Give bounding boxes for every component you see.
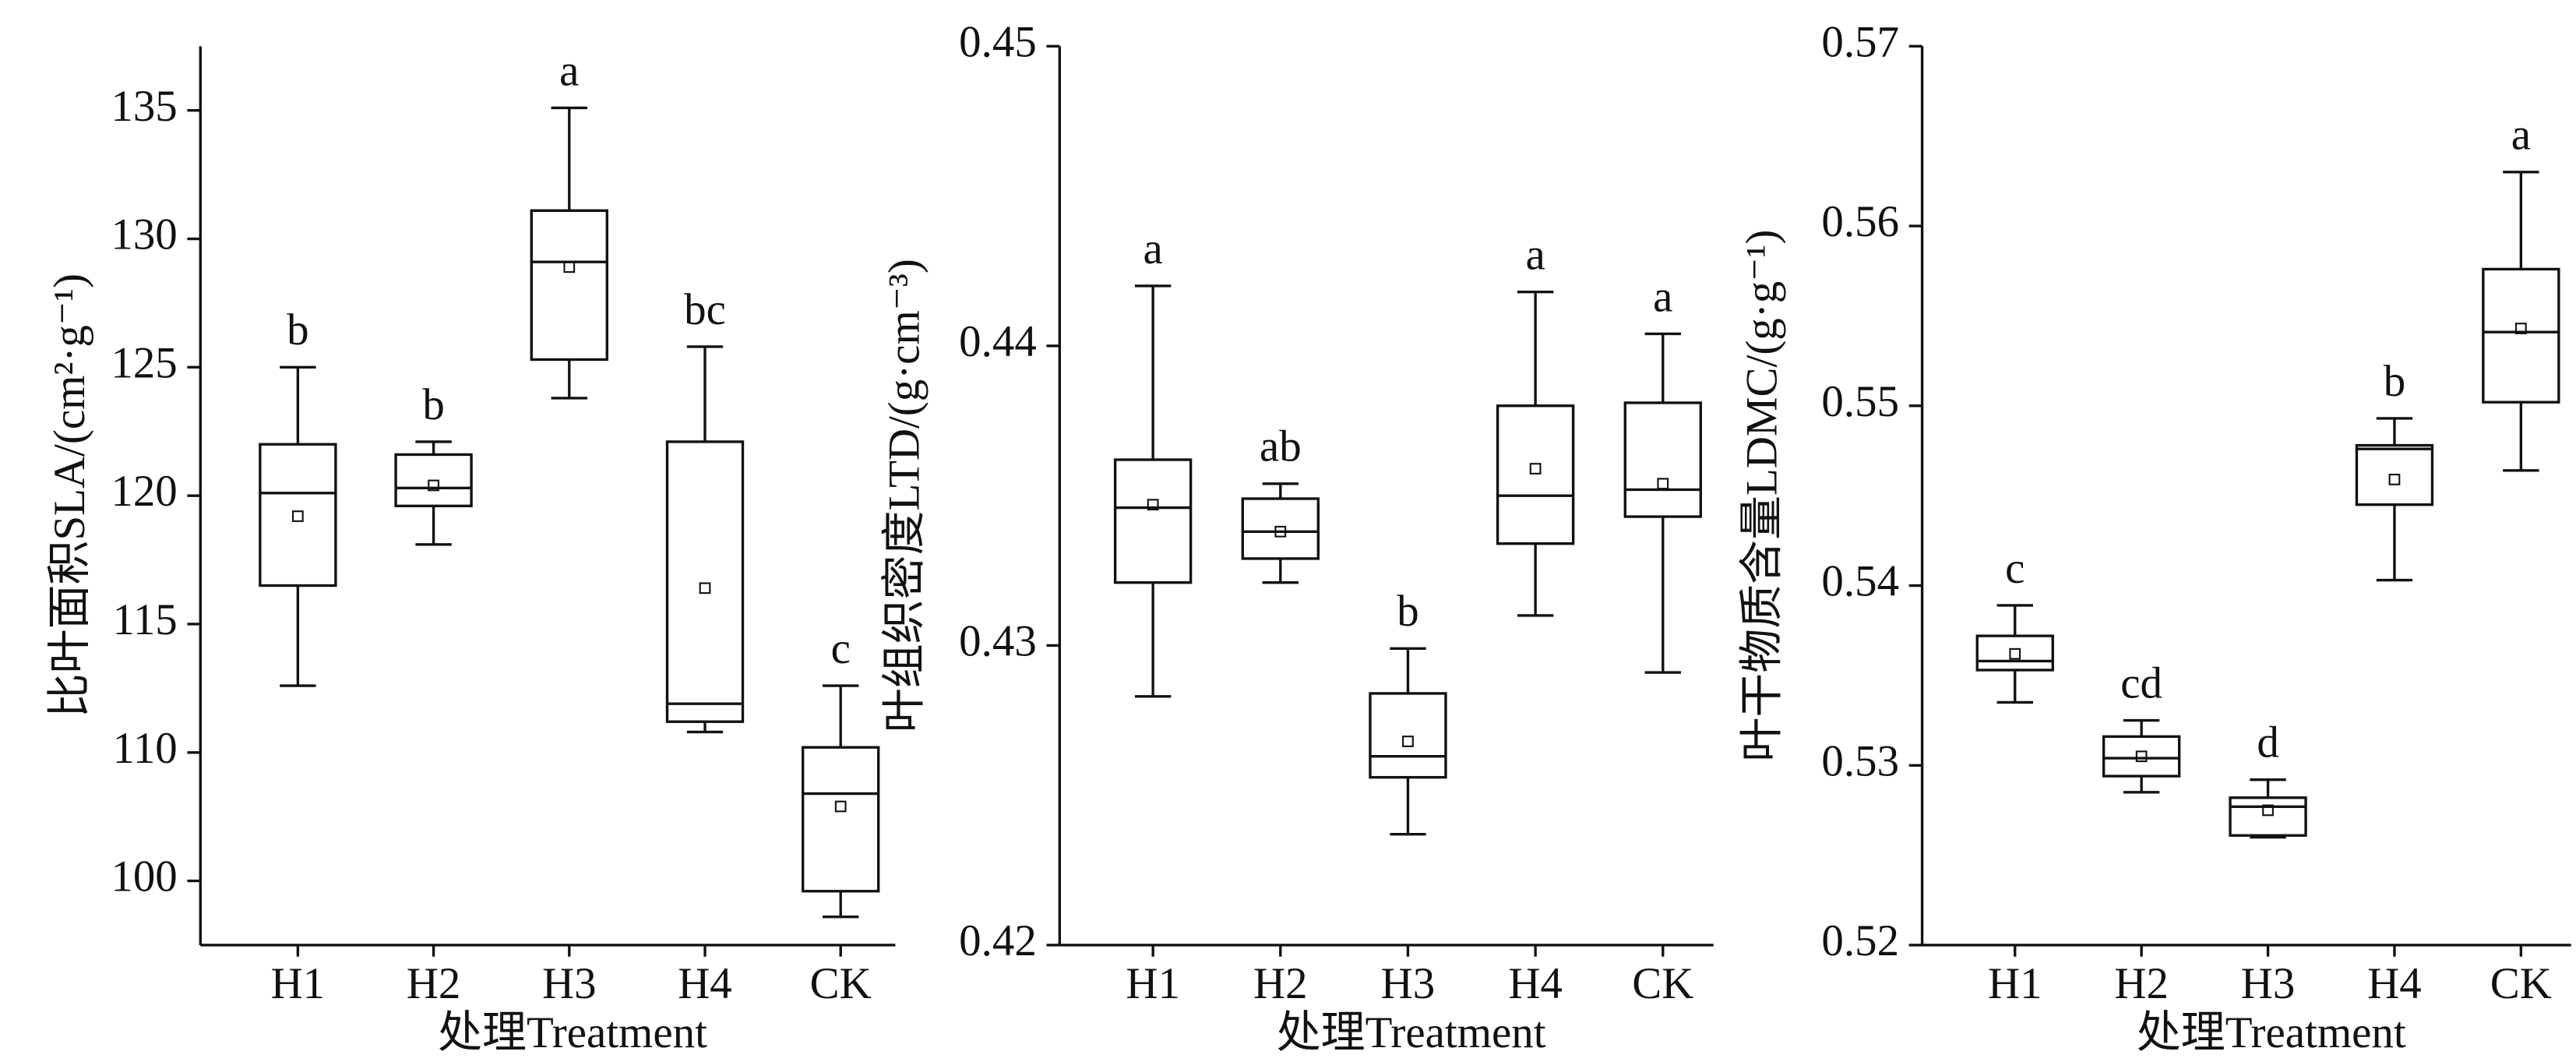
x-tick-label: H1 (1988, 959, 2042, 1008)
y-tick-label: 0.55 (1821, 377, 1899, 426)
x-tick-label: H2 (1253, 959, 1308, 1008)
mean-marker (1657, 478, 1669, 490)
group-label: d (2257, 718, 2278, 767)
x-tick-label: H3 (542, 959, 597, 1008)
group-label: cd (2120, 658, 2162, 707)
mean-marker (2135, 750, 2148, 763)
x-axis-label: 处理Treatment (1277, 1008, 1546, 1057)
mean-marker (428, 479, 439, 492)
x-tick-label: H1 (1126, 959, 1180, 1008)
box (1369, 692, 1447, 779)
mean-marker (1529, 463, 1542, 475)
y-tick-label: 0.56 (1821, 197, 1899, 246)
mean-marker (1402, 736, 1414, 747)
group-label: b (422, 380, 444, 429)
y-tick-label: 120 (111, 467, 177, 516)
box (1113, 458, 1193, 584)
box (1496, 404, 1575, 545)
x-tick-label: H3 (1381, 959, 1436, 1008)
x-tick-label: H4 (1508, 959, 1563, 1008)
y-tick-label: 110 (112, 724, 177, 773)
y-tick-label: 100 (111, 852, 177, 901)
group-label: c (831, 624, 851, 673)
x-tick-label: H2 (407, 959, 461, 1008)
group-label: b (1397, 587, 1418, 636)
mean-marker (2009, 647, 2021, 660)
x-tick-label: H2 (2114, 959, 2169, 1008)
y-tick-label: 0.45 (959, 17, 1037, 66)
y-tick-label: 0.43 (959, 616, 1037, 665)
group-label: a (559, 46, 579, 95)
y-tick-label: 115 (112, 595, 177, 644)
box (2229, 796, 2307, 837)
group-label: a (2511, 111, 2531, 160)
x-tick-label: CK (1632, 959, 1693, 1008)
group-label: a (1525, 231, 1545, 280)
mean-marker (2514, 323, 2527, 334)
x-tick-label: CK (2490, 959, 2552, 1008)
mean-marker (563, 261, 576, 273)
group-label: a (1653, 272, 1672, 321)
group-label: bc (684, 285, 726, 334)
mean-marker (2388, 474, 2401, 485)
y-axis-label: 比叶面积SLA/(cm²·g⁻¹) (45, 273, 94, 718)
mean-marker (1274, 525, 1287, 538)
box (1623, 401, 1702, 518)
group-label: a (1143, 224, 1162, 273)
y-tick-label: 0.42 (959, 916, 1037, 965)
x-tick-label: H4 (678, 959, 732, 1008)
box (665, 440, 745, 723)
y-tick-label: 130 (111, 210, 177, 259)
y-axis-label: 叶组织密度LTD/(g·cm⁻³) (879, 259, 929, 732)
x-tick-label: H3 (2241, 959, 2296, 1008)
x-tick-label: H4 (2367, 959, 2422, 1008)
group-label: b (287, 305, 308, 355)
y-tick-label: 125 (111, 338, 177, 387)
y-tick-label: 0.53 (1821, 736, 1899, 785)
x-tick-label: CK (810, 959, 872, 1008)
box (1241, 497, 1320, 560)
box (259, 443, 337, 587)
mean-marker (2262, 804, 2274, 817)
mean-marker (1147, 499, 1159, 511)
mean-marker (834, 800, 847, 813)
box (2355, 443, 2434, 506)
y-axis-label: 叶干物质含量LDMC/(g·g⁻¹) (1737, 230, 1786, 762)
mean-marker (291, 510, 304, 522)
y-tick-label: 135 (111, 82, 177, 131)
mean-marker (699, 582, 711, 595)
y-tick-label: 0.52 (1821, 916, 1899, 965)
group-label: ab (1260, 422, 1302, 471)
y-tick-label: 0.57 (1821, 17, 1899, 66)
box (530, 209, 608, 362)
x-axis-label: 处理Treatment (2137, 1008, 2406, 1057)
x-tick-label: H1 (271, 959, 326, 1008)
box (802, 746, 880, 893)
box (2482, 267, 2560, 404)
box (1975, 634, 2054, 672)
y-tick-label: 0.54 (1821, 557, 1899, 606)
box (2102, 735, 2181, 778)
box (394, 453, 473, 508)
group-label: c (2005, 544, 2025, 593)
x-axis-label: 处理Treatment (438, 1008, 707, 1057)
group-label: b (2384, 357, 2405, 406)
y-tick-label: 0.44 (959, 317, 1037, 366)
